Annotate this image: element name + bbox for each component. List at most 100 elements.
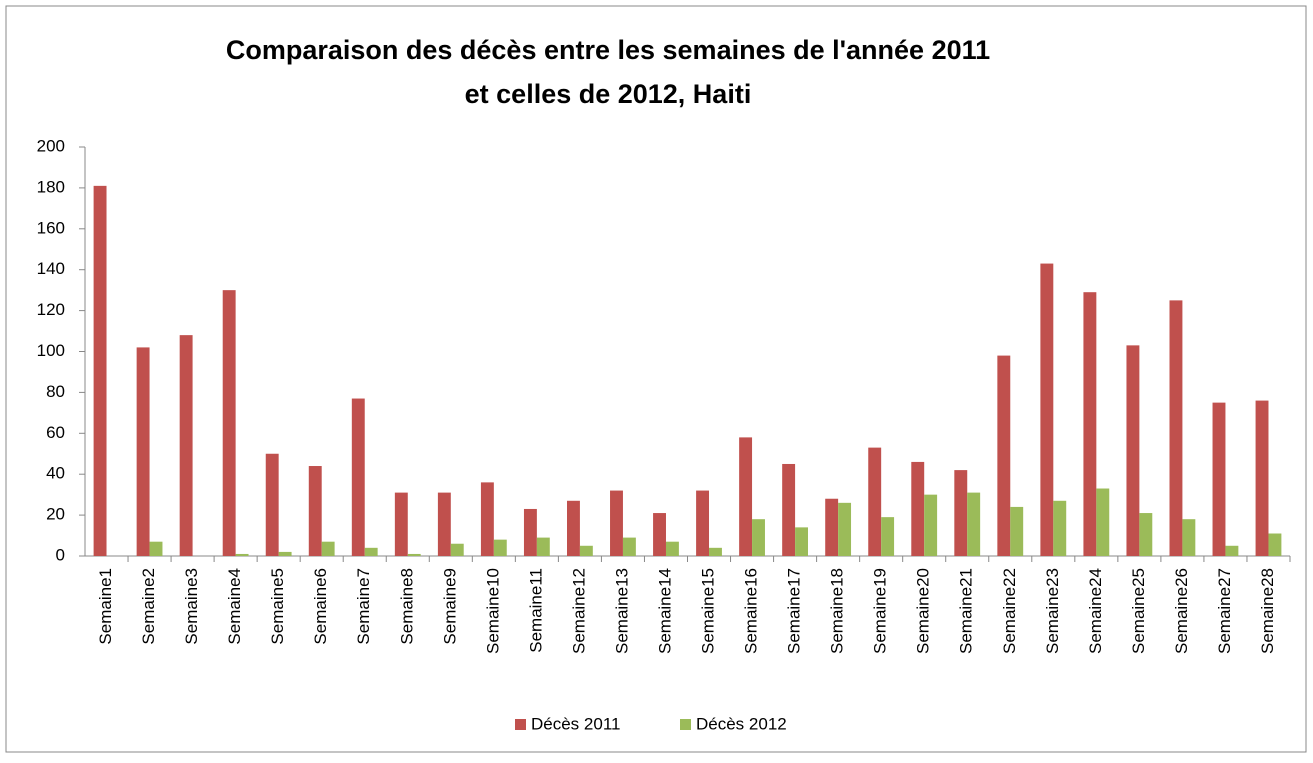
bar bbox=[1096, 488, 1110, 556]
bar bbox=[93, 185, 107, 557]
bar bbox=[179, 335, 193, 556]
x-tick-label: Semaine20 bbox=[914, 568, 933, 654]
bar bbox=[610, 490, 623, 556]
y-tick-label: 20 bbox=[46, 505, 65, 524]
bar bbox=[709, 547, 722, 556]
x-tick-label: Semaine22 bbox=[1000, 568, 1019, 654]
bar bbox=[1169, 300, 1183, 556]
y-tick-label: 120 bbox=[37, 300, 65, 319]
bar bbox=[235, 553, 249, 556]
chart-title: et celles de 2012, Haiti bbox=[465, 79, 752, 109]
y-tick-label: 0 bbox=[56, 545, 65, 564]
bar bbox=[739, 437, 753, 556]
bar bbox=[1053, 500, 1067, 556]
x-tick-label: Semaine26 bbox=[1172, 568, 1191, 654]
bar bbox=[321, 541, 335, 556]
y-tick-label: 60 bbox=[46, 423, 65, 442]
x-tick-label: Semaine13 bbox=[612, 568, 631, 654]
bar bbox=[523, 508, 537, 556]
bar bbox=[825, 498, 839, 556]
x-tick-label: Semaine17 bbox=[785, 568, 804, 654]
bar bbox=[1010, 506, 1024, 556]
y-tick-label: 40 bbox=[46, 464, 65, 483]
bar bbox=[222, 290, 236, 556]
chart-title: Comparaison des décès entre les semaines… bbox=[226, 35, 990, 65]
bar bbox=[967, 492, 981, 556]
y-tick-label: 80 bbox=[46, 382, 65, 401]
bar bbox=[437, 492, 451, 556]
bar bbox=[782, 463, 796, 556]
y-tick-label: 160 bbox=[37, 218, 65, 237]
bar bbox=[364, 547, 378, 556]
x-tick-label: Semaine15 bbox=[699, 568, 718, 654]
x-tick-label: Semaine5 bbox=[268, 568, 287, 645]
bar bbox=[653, 513, 666, 556]
y-tick-label: 200 bbox=[37, 136, 65, 155]
bar bbox=[351, 398, 365, 556]
bar bbox=[480, 482, 494, 556]
legend-swatch bbox=[515, 719, 526, 730]
y-tick-label: 180 bbox=[37, 177, 65, 196]
bar bbox=[622, 537, 636, 556]
bar bbox=[924, 494, 938, 556]
x-tick-label: Semaine11 bbox=[526, 568, 545, 653]
x-tick-label: Semaine19 bbox=[871, 568, 890, 654]
bar bbox=[450, 543, 464, 556]
x-tick-label: Semaine24 bbox=[1086, 568, 1105, 654]
bar bbox=[278, 551, 292, 556]
x-tick-label: Semaine28 bbox=[1258, 568, 1277, 654]
x-tick-label: Semaine7 bbox=[354, 568, 373, 645]
bar bbox=[149, 541, 163, 556]
bar bbox=[868, 447, 882, 556]
x-tick-label: Semaine3 bbox=[182, 568, 201, 645]
bar bbox=[665, 541, 679, 556]
bar bbox=[1040, 263, 1054, 556]
bar bbox=[997, 355, 1011, 556]
y-tick-label: 140 bbox=[37, 259, 65, 278]
bar bbox=[954, 470, 968, 556]
legend-label: Décès 2011 bbox=[531, 714, 620, 733]
bar bbox=[1126, 345, 1140, 556]
bar bbox=[265, 453, 279, 556]
bar bbox=[881, 517, 895, 556]
bar bbox=[136, 347, 150, 556]
bar bbox=[795, 527, 808, 556]
bar bbox=[536, 537, 550, 556]
x-tick-label: Semaine27 bbox=[1215, 568, 1234, 654]
bar bbox=[493, 539, 507, 556]
x-tick-label: Semaine4 bbox=[225, 568, 244, 645]
x-tick-label: Semaine8 bbox=[397, 568, 416, 645]
x-tick-label: Semaine25 bbox=[1129, 568, 1148, 654]
legend-label: Décès 2012 bbox=[696, 714, 787, 733]
bar bbox=[394, 492, 408, 556]
x-tick-label: Semaine23 bbox=[1043, 568, 1062, 654]
bar bbox=[1083, 292, 1097, 556]
bar bbox=[1139, 513, 1153, 556]
bar bbox=[1182, 519, 1196, 556]
bar bbox=[579, 545, 593, 556]
legend-swatch bbox=[680, 719, 691, 730]
x-tick-label: Semaine6 bbox=[311, 568, 330, 645]
x-tick-label: Semaine21 bbox=[957, 568, 976, 654]
bar bbox=[838, 502, 852, 556]
bar bbox=[911, 461, 925, 556]
x-tick-label: Semaine10 bbox=[483, 568, 502, 654]
x-tick-label: Semaine2 bbox=[139, 568, 158, 645]
x-tick-label: Semaine18 bbox=[828, 568, 847, 654]
x-tick-label: Semaine16 bbox=[742, 568, 761, 654]
bar bbox=[407, 553, 421, 556]
bar bbox=[752, 519, 765, 556]
bar bbox=[1212, 402, 1226, 556]
x-tick-label: Semaine1 bbox=[96, 568, 115, 645]
y-tick-label: 100 bbox=[37, 341, 65, 360]
bar bbox=[1268, 533, 1282, 556]
bar bbox=[1225, 545, 1239, 556]
x-tick-label: Semaine12 bbox=[569, 568, 588, 654]
bar bbox=[567, 500, 580, 556]
x-tick-label: Semaine14 bbox=[655, 568, 674, 654]
x-tick-label: Semaine9 bbox=[440, 568, 459, 645]
bar bbox=[696, 490, 710, 556]
bar bbox=[308, 466, 322, 556]
bar bbox=[1255, 400, 1269, 556]
